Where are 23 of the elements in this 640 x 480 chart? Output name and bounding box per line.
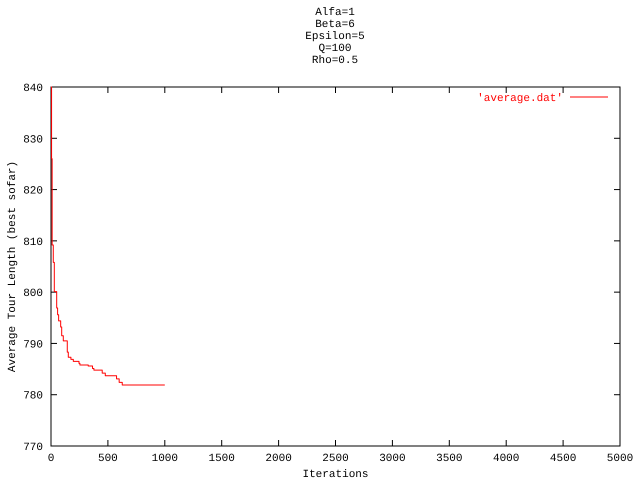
y-tick-label: 770: [23, 442, 43, 454]
x-tick-label: 1000: [152, 453, 178, 465]
x-tick-label: 3500: [436, 453, 463, 465]
y-tick-label: 790: [23, 339, 43, 352]
y-tick-label: 810: [23, 236, 43, 249]
x-tick-label: 3000: [379, 453, 406, 465]
x-tick-label: 500: [98, 453, 118, 465]
y-tick-label: 830: [23, 134, 43, 146]
y-axis-title: Average Tour Length (best sofar): [7, 160, 19, 372]
x-tick-label: 4000: [492, 453, 520, 465]
x-axis-title: Iterations: [302, 469, 369, 480]
x-tick-label: 5000: [606, 453, 634, 465]
x-tick-label: 2500: [322, 453, 349, 465]
y-tick-label: 800: [23, 288, 43, 300]
y-tick-label: 820: [23, 186, 43, 198]
y-tick-label: 840: [23, 83, 43, 95]
y-tick-label: 780: [23, 390, 43, 403]
x-tick-label: 0: [48, 453, 54, 465]
legend-label: 'average.dat': [477, 93, 563, 105]
x-tick-label: 1500: [208, 453, 235, 465]
x-tick-label: 4500: [550, 453, 576, 465]
x-tick-label: 2000: [265, 453, 292, 465]
chart-title: Alfa=1 Beta=6 Epsilon=5 Q=100 Rho=0.5: [305, 7, 365, 67]
